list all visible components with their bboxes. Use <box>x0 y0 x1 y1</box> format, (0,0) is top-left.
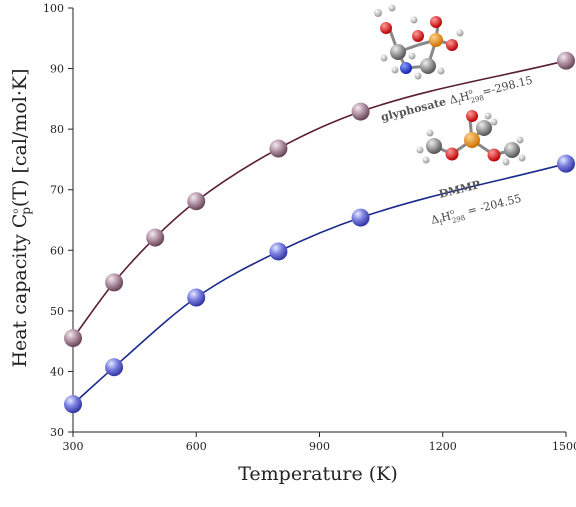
x-ticks: 300 600 900 1200 1500 <box>63 432 576 453</box>
y-tick-label: 40 <box>50 365 64 378</box>
dmmp-molecule-icon <box>416 110 526 166</box>
glyphosate-molecule-icon <box>374 4 464 80</box>
x-tick-label: 1500 <box>552 440 576 453</box>
data-point-glyphosate <box>105 273 124 292</box>
x-tick-label: 300 <box>63 440 84 453</box>
y-tick-label: 30 <box>50 426 64 439</box>
y-tick-label: 60 <box>50 244 64 257</box>
dmmp-label: DMMP <box>438 178 482 201</box>
y-axis-title: Heat capacity Cop(T) [cal/mol·K] <box>9 68 33 367</box>
data-point-dmmp <box>557 154 575 173</box>
y-tick-label: 70 <box>50 184 64 197</box>
data-point-glyphosate <box>187 192 206 211</box>
y-tick-label: 80 <box>50 123 64 136</box>
data-point-glyphosate <box>351 102 370 121</box>
y-tick-label: 90 <box>50 63 64 76</box>
y-tick-label: 50 <box>50 305 64 318</box>
y-tick-label: 100 <box>43 2 64 15</box>
x-axis-title: Temperature (K) <box>238 463 398 485</box>
data-point-glyphosate <box>557 51 575 70</box>
x-tick-label: 600 <box>186 440 207 453</box>
series-lines <box>72 59 567 405</box>
data-point-dmmp <box>351 208 370 227</box>
data-point-dmmp <box>105 358 124 377</box>
x-tick-label: 1200 <box>429 440 457 453</box>
data-point-dmmp <box>269 242 288 261</box>
data-point-glyphosate <box>146 228 165 247</box>
data-point-glyphosate <box>269 139 288 158</box>
glyphosate-label: glyphosateΔfHo298=-298.15 <box>379 73 534 127</box>
y-ticks: 30 40 50 60 70 80 90 100 <box>43 2 73 439</box>
data-point-dmmp <box>187 288 206 307</box>
data-point-glyphosate <box>64 329 82 348</box>
series-markers <box>64 51 575 414</box>
x-tick-label: 900 <box>309 440 330 453</box>
data-point-dmmp <box>64 395 82 414</box>
